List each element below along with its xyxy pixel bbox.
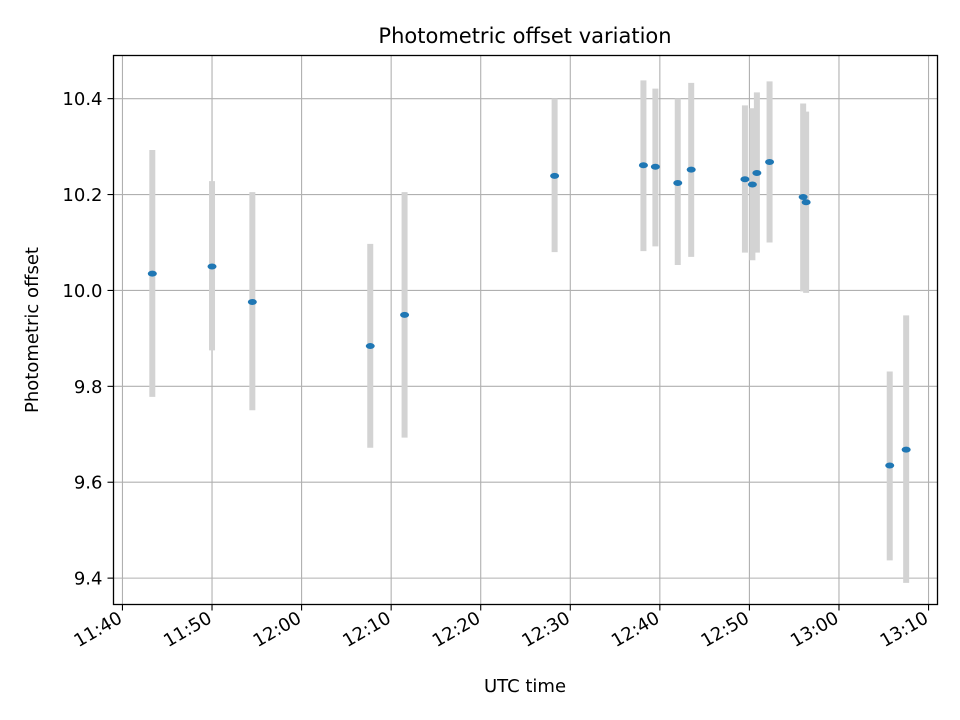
data-point <box>752 169 762 176</box>
y-axis-label: Photometric offset <box>22 247 43 413</box>
data-point <box>550 172 560 179</box>
data-point <box>650 163 660 170</box>
x-tick-label: 12:00 <box>250 608 305 652</box>
data-point <box>365 343 375 350</box>
y-axis-ticks: 9.4 9.6 9.8 10.0 10.2 10.4 <box>62 89 114 590</box>
y-tick-label: 9.4 <box>74 569 103 590</box>
x-tick-label: 12:50 <box>697 608 752 652</box>
x-tick-label: 11:40 <box>71 608 126 652</box>
data-point <box>740 176 750 183</box>
data-point <box>638 162 648 169</box>
data-point <box>400 311 410 318</box>
data-point <box>147 270 157 277</box>
x-tick-label: 12:10 <box>339 608 394 652</box>
data-point <box>686 166 696 173</box>
x-tick-label: 12:40 <box>608 608 663 652</box>
x-tick-label: 12:30 <box>518 608 573 652</box>
y-tick-label: 10.4 <box>62 89 102 110</box>
chart-title: Photometric offset variation <box>378 24 671 48</box>
point-layer <box>147 158 911 469</box>
data-point <box>885 462 895 469</box>
y-tick-label: 9.8 <box>74 377 103 398</box>
data-point <box>247 298 257 305</box>
data-point <box>901 446 911 453</box>
data-point <box>747 181 757 188</box>
y-tick-label: 10.2 <box>62 185 102 206</box>
x-tick-label: 13:00 <box>787 608 842 652</box>
y-tick-label: 10.0 <box>62 281 102 302</box>
x-axis-ticks: 11:40 11:50 12:00 12:10 12:20 12:30 12:40 12:50… <box>71 604 932 652</box>
grid-layer <box>113 55 938 605</box>
x-tick-label: 13:10 <box>877 608 932 652</box>
y-tick-label: 9.6 <box>74 473 103 494</box>
x-tick-label: 12:20 <box>429 608 484 652</box>
x-axis-label: UTC time <box>484 676 566 697</box>
data-point <box>798 193 808 200</box>
data-point <box>765 158 775 165</box>
errorbar-layer <box>149 80 910 583</box>
data-point <box>801 199 811 206</box>
x-tick-label: 11:50 <box>160 608 215 652</box>
data-point <box>673 180 683 187</box>
plot-frame <box>112 54 939 606</box>
data-point <box>207 263 217 270</box>
